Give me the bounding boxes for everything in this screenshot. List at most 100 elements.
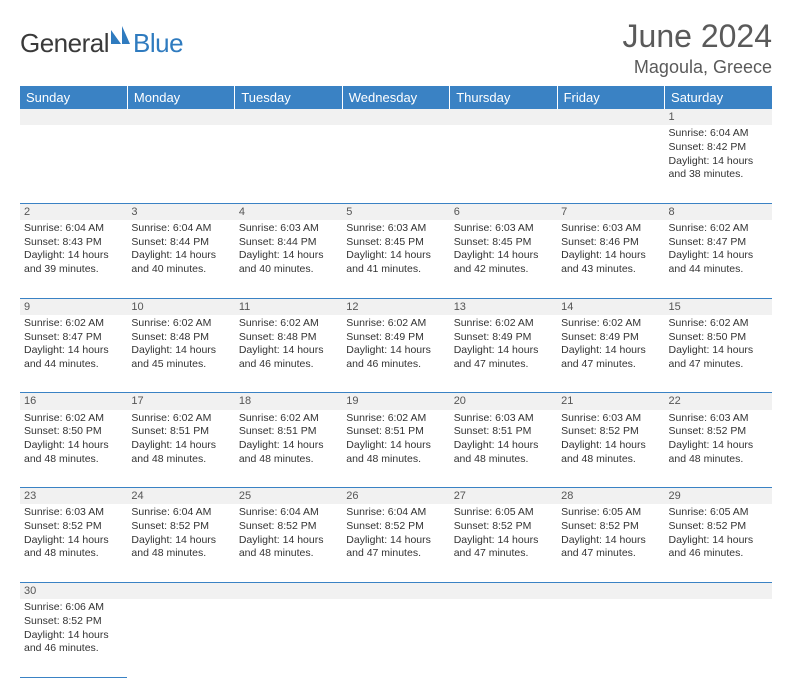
- daylight-text-1: Daylight: 14 hours: [239, 344, 338, 358]
- sunrise-text: Sunrise: 6:03 AM: [454, 412, 553, 426]
- sunrise-text: Sunrise: 6:04 AM: [131, 506, 230, 520]
- daylight-text-2: and 47 minutes.: [561, 358, 660, 372]
- day-cell: Sunrise: 6:04 AMSunset: 8:52 PMDaylight:…: [235, 504, 342, 582]
- sunrise-text: Sunrise: 6:05 AM: [669, 506, 768, 520]
- sunrise-text: Sunrise: 6:02 AM: [131, 412, 230, 426]
- daylight-text-2: and 39 minutes.: [24, 263, 123, 277]
- day-cell: [127, 125, 234, 203]
- sunset-text: Sunset: 8:49 PM: [454, 331, 553, 345]
- sunset-text: Sunset: 8:51 PM: [346, 425, 445, 439]
- day-number: [342, 109, 449, 125]
- weekday-header: Saturday: [665, 86, 772, 109]
- sunset-text: Sunset: 8:50 PM: [669, 331, 768, 345]
- sunset-text: Sunset: 8:48 PM: [239, 331, 338, 345]
- day-cell: [342, 599, 449, 677]
- daylight-text-2: and 44 minutes.: [669, 263, 768, 277]
- day-cell: Sunrise: 6:02 AMSunset: 8:50 PMDaylight:…: [665, 315, 772, 393]
- day-cell: Sunrise: 6:03 AMSunset: 8:52 PMDaylight:…: [665, 410, 772, 488]
- day-number: 1: [665, 109, 772, 125]
- day-number: 2: [20, 203, 127, 220]
- day-cell: Sunrise: 6:02 AMSunset: 8:49 PMDaylight:…: [342, 315, 449, 393]
- day-number: 11: [235, 298, 342, 315]
- header: General Blue June 2024 Magoula, Greece: [20, 18, 772, 78]
- sunrise-text: Sunrise: 6:03 AM: [24, 506, 123, 520]
- sunset-text: Sunset: 8:52 PM: [669, 520, 768, 534]
- daylight-text-1: Daylight: 14 hours: [24, 439, 123, 453]
- daylight-text-1: Daylight: 14 hours: [454, 534, 553, 548]
- daylight-text-1: Daylight: 14 hours: [131, 439, 230, 453]
- logo-sail-icon: [109, 26, 131, 51]
- daylight-text-2: and 48 minutes.: [239, 453, 338, 467]
- daynum-row: 30: [20, 582, 772, 599]
- content-row: Sunrise: 6:02 AMSunset: 8:50 PMDaylight:…: [20, 410, 772, 488]
- day-cell: Sunrise: 6:03 AMSunset: 8:45 PMDaylight:…: [450, 220, 557, 298]
- sunrise-text: Sunrise: 6:02 AM: [131, 317, 230, 331]
- daylight-text-2: and 47 minutes.: [346, 547, 445, 561]
- sunset-text: Sunset: 8:52 PM: [561, 425, 660, 439]
- day-number: 24: [127, 488, 234, 505]
- sunrise-text: Sunrise: 6:03 AM: [561, 412, 660, 426]
- day-number: [235, 582, 342, 599]
- daylight-text-1: Daylight: 14 hours: [669, 439, 768, 453]
- location: Magoula, Greece: [623, 57, 772, 78]
- content-row: Sunrise: 6:02 AMSunset: 8:47 PMDaylight:…: [20, 315, 772, 393]
- sunset-text: Sunset: 8:52 PM: [24, 615, 123, 629]
- sunrise-text: Sunrise: 6:02 AM: [346, 412, 445, 426]
- daylight-text-2: and 46 minutes.: [24, 642, 123, 656]
- day-number: 20: [450, 393, 557, 410]
- daylight-text-2: and 42 minutes.: [454, 263, 553, 277]
- daynum-row: 16171819202122: [20, 393, 772, 410]
- day-number: 10: [127, 298, 234, 315]
- day-cell: Sunrise: 6:02 AMSunset: 8:48 PMDaylight:…: [127, 315, 234, 393]
- daylight-text-1: Daylight: 14 hours: [24, 534, 123, 548]
- day-number: 28: [557, 488, 664, 505]
- day-cell: Sunrise: 6:04 AMSunset: 8:42 PMDaylight:…: [665, 125, 772, 203]
- daylight-text-2: and 48 minutes.: [454, 453, 553, 467]
- day-number: 21: [557, 393, 664, 410]
- day-number: [235, 109, 342, 125]
- sunrise-text: Sunrise: 6:02 AM: [24, 412, 123, 426]
- day-number: 26: [342, 488, 449, 505]
- daylight-text-2: and 38 minutes.: [669, 168, 768, 182]
- sunset-text: Sunset: 8:49 PM: [346, 331, 445, 345]
- day-number: 12: [342, 298, 449, 315]
- sunset-text: Sunset: 8:50 PM: [24, 425, 123, 439]
- sunset-text: Sunset: 8:46 PM: [561, 236, 660, 250]
- daylight-text-2: and 47 minutes.: [561, 547, 660, 561]
- daylight-text-1: Daylight: 14 hours: [239, 439, 338, 453]
- day-cell: Sunrise: 6:02 AMSunset: 8:48 PMDaylight:…: [235, 315, 342, 393]
- daynum-row: 23242526272829: [20, 488, 772, 505]
- day-number: [557, 582, 664, 599]
- content-row: Sunrise: 6:06 AMSunset: 8:52 PMDaylight:…: [20, 599, 772, 677]
- daylight-text-1: Daylight: 14 hours: [454, 344, 553, 358]
- sunrise-text: Sunrise: 6:04 AM: [239, 506, 338, 520]
- daylight-text-2: and 48 minutes.: [131, 547, 230, 561]
- daylight-text-2: and 48 minutes.: [24, 547, 123, 561]
- content-row: Sunrise: 6:04 AMSunset: 8:43 PMDaylight:…: [20, 220, 772, 298]
- sunset-text: Sunset: 8:45 PM: [346, 236, 445, 250]
- daylight-text-1: Daylight: 14 hours: [561, 344, 660, 358]
- sunrise-text: Sunrise: 6:02 AM: [346, 317, 445, 331]
- day-number: 30: [20, 582, 127, 599]
- day-cell: Sunrise: 6:03 AMSunset: 8:51 PMDaylight:…: [450, 410, 557, 488]
- sunrise-text: Sunrise: 6:04 AM: [346, 506, 445, 520]
- day-cell: Sunrise: 6:03 AMSunset: 8:45 PMDaylight:…: [342, 220, 449, 298]
- sunset-text: Sunset: 8:45 PM: [454, 236, 553, 250]
- day-number: 3: [127, 203, 234, 220]
- day-number: 22: [665, 393, 772, 410]
- daylight-text-1: Daylight: 14 hours: [24, 249, 123, 263]
- day-cell: [342, 125, 449, 203]
- day-cell: [557, 125, 664, 203]
- day-cell: Sunrise: 6:03 AMSunset: 8:44 PMDaylight:…: [235, 220, 342, 298]
- sunset-text: Sunset: 8:52 PM: [346, 520, 445, 534]
- sunset-text: Sunset: 8:49 PM: [561, 331, 660, 345]
- day-cell: [20, 125, 127, 203]
- day-cell: [235, 599, 342, 677]
- day-number: 15: [665, 298, 772, 315]
- sunset-text: Sunset: 8:52 PM: [24, 520, 123, 534]
- day-cell: Sunrise: 6:05 AMSunset: 8:52 PMDaylight:…: [557, 504, 664, 582]
- day-number: [450, 109, 557, 125]
- sunset-text: Sunset: 8:48 PM: [131, 331, 230, 345]
- sunrise-text: Sunrise: 6:04 AM: [669, 127, 768, 141]
- logo-text-blue: Blue: [133, 28, 183, 59]
